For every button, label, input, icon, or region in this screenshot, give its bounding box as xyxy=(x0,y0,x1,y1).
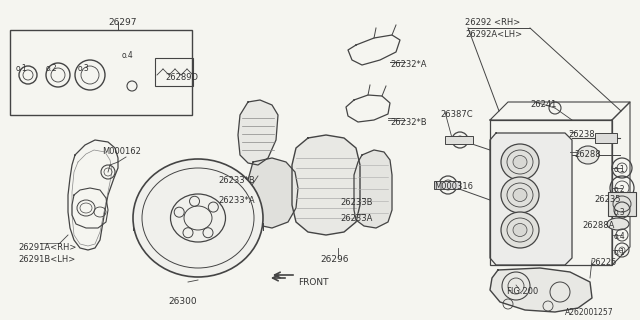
Bar xyxy=(608,192,636,216)
Text: FRONT: FRONT xyxy=(298,278,328,287)
Text: 26296: 26296 xyxy=(320,255,349,264)
Text: o.2: o.2 xyxy=(614,185,626,194)
Ellipse shape xyxy=(513,156,527,169)
Polygon shape xyxy=(246,158,298,228)
Text: 26291A<RH>: 26291A<RH> xyxy=(18,243,76,252)
Text: 26241: 26241 xyxy=(530,100,556,109)
Text: 26387C: 26387C xyxy=(440,110,472,119)
Text: 26232*B: 26232*B xyxy=(390,118,427,127)
Text: A262001257: A262001257 xyxy=(565,308,614,317)
Polygon shape xyxy=(490,133,572,265)
Ellipse shape xyxy=(501,212,539,248)
Text: 26292A<LH>: 26292A<LH> xyxy=(465,30,522,39)
Text: o.1: o.1 xyxy=(16,64,28,73)
Text: 26292 <RH>: 26292 <RH> xyxy=(465,18,520,27)
Text: 26238: 26238 xyxy=(568,130,595,139)
Ellipse shape xyxy=(501,177,539,213)
Ellipse shape xyxy=(607,218,629,230)
Text: o.1: o.1 xyxy=(614,248,626,257)
Text: 26291B<LH>: 26291B<LH> xyxy=(18,255,76,264)
Ellipse shape xyxy=(513,223,527,236)
Polygon shape xyxy=(490,268,592,312)
Text: 26233*A: 26233*A xyxy=(218,196,255,205)
Text: 26232*A: 26232*A xyxy=(390,60,426,69)
Polygon shape xyxy=(292,135,360,235)
Polygon shape xyxy=(238,100,278,165)
Text: o.3: o.3 xyxy=(614,208,626,217)
Polygon shape xyxy=(354,150,392,228)
Text: M000162: M000162 xyxy=(102,147,141,156)
Ellipse shape xyxy=(501,144,539,180)
Text: o.1: o.1 xyxy=(614,165,626,174)
Bar xyxy=(155,58,193,86)
Text: o.4: o.4 xyxy=(122,51,134,60)
Bar xyxy=(490,120,612,265)
Ellipse shape xyxy=(513,188,527,202)
Text: 26233B: 26233B xyxy=(340,198,372,207)
Ellipse shape xyxy=(133,159,263,277)
Text: 26300: 26300 xyxy=(168,297,196,306)
Text: o.3: o.3 xyxy=(78,64,90,73)
Bar xyxy=(10,30,192,115)
Text: 26288: 26288 xyxy=(574,150,600,159)
Bar xyxy=(595,133,617,143)
Bar xyxy=(434,181,460,189)
Bar xyxy=(445,136,473,144)
Text: 26297: 26297 xyxy=(108,18,136,27)
Text: 26233A: 26233A xyxy=(340,214,372,223)
Text: FIG.200: FIG.200 xyxy=(506,287,538,296)
Text: 26225: 26225 xyxy=(590,258,616,267)
Text: 26235: 26235 xyxy=(594,195,621,204)
Text: 26288A: 26288A xyxy=(582,221,614,230)
Text: o.2: o.2 xyxy=(46,64,58,73)
Text: o.4: o.4 xyxy=(614,232,626,241)
Text: 26289D: 26289D xyxy=(165,73,198,82)
Text: M000316: M000316 xyxy=(434,182,473,191)
Ellipse shape xyxy=(577,146,599,164)
Text: 26233*B: 26233*B xyxy=(218,176,255,185)
